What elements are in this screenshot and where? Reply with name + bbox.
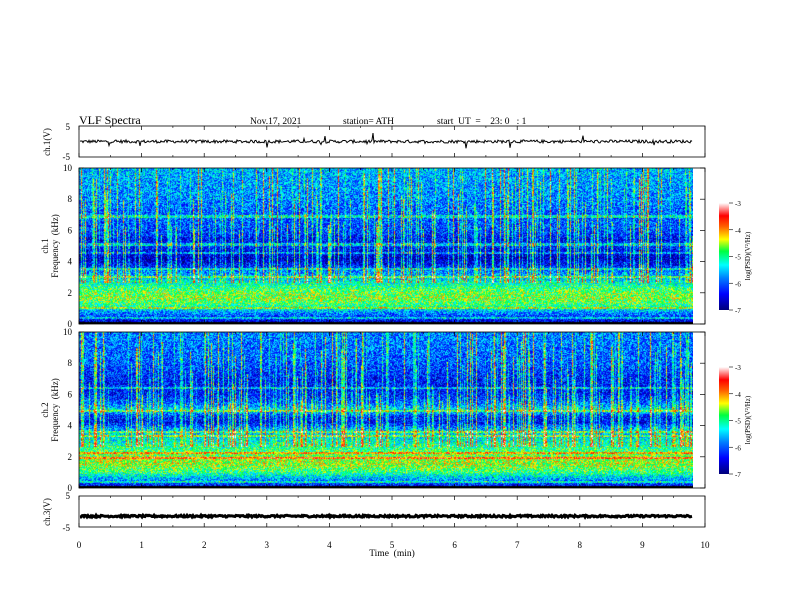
ch1-waveform-line (79, 132, 693, 149)
time-tick-label: 1 (139, 540, 144, 550)
time-axis-label: Time (min) (369, 548, 415, 559)
time-tick-label: 0 (77, 540, 82, 550)
ch3-ytick-top: 5 (66, 491, 71, 501)
ch1-colorbar-gradient (719, 203, 729, 310)
time-axis-tick-labels: 0 1 2 3 4 5 6 7 8 9 10 (77, 540, 710, 550)
ch2-spectrogram-frame (78, 331, 706, 489)
ch1-spectrogram-heatmap (79, 168, 693, 324)
ch3-waveform-frame (78, 495, 706, 528)
ch1-spectrogram-panel: ch.1 Frequency (kHz) 10 8 6 4 2 0 (40, 163, 706, 329)
freq-tick-label: 8 (68, 194, 73, 204)
ch1-waveform-ylabel: ch.1(V) (42, 128, 52, 156)
ch2-spectrogram-panel: ch.2 Frequency (kHz) 10 8 6 4 2 0 (40, 327, 706, 493)
ch1-spectrogram-frame (78, 167, 706, 325)
time-tick-label: 10 (701, 540, 711, 550)
time-tick-label: 6 (452, 540, 457, 550)
time-tick-label: 4 (327, 540, 332, 550)
freq-tick-label: 2 (68, 288, 73, 298)
ch2-colorbar: -3 -4 -5 -6 -7 log(PSD)(V²/Hz) (719, 364, 752, 479)
colorbar-tick-label: -3 (735, 200, 741, 208)
ch2-spectrogram-heatmap (79, 332, 693, 488)
ch1-colorbar-ticks: -3 -4 -5 -6 -7 (729, 200, 741, 315)
freq-tick-label: 0 (68, 483, 73, 493)
colorbar-tick-label: -4 (735, 227, 741, 235)
start-ut-label: start UT = 23: 0 : 1 (437, 117, 527, 127)
colorbar-tick-label: -3 (735, 364, 741, 372)
date-label: Nov.17, 2021 (250, 117, 302, 127)
figure-title: VLF Spectra (79, 113, 141, 127)
ch3-waveform-ylabel: ch.3(V) (42, 498, 52, 526)
ch2-spec-ylabel-frequency: Frequency (kHz) (50, 378, 60, 441)
freq-tick-label: 10 (63, 327, 73, 337)
ch1-waveform-frame (78, 125, 706, 158)
ch3-waveform-panel: ch.3(V) 5 -5 (42, 491, 706, 533)
time-tick-label: 3 (265, 540, 270, 550)
colorbar-tick-label: -4 (735, 391, 741, 399)
colorbar-tick-label: -7 (735, 471, 741, 479)
freq-tick-label: 4 (68, 421, 73, 431)
ch1-spec-ylabel-frequency: Frequency (kHz) (50, 214, 60, 277)
time-tick-label: 7 (515, 540, 520, 550)
colorbar-tick-label: -6 (735, 444, 741, 452)
colorbar-tick-label: -5 (735, 254, 741, 262)
ch3-ytick-bottom: -5 (63, 523, 71, 533)
station-label: station= ATH (343, 117, 394, 127)
ch1-waveform-panel: ch.1(V) 5 -5 (42, 122, 706, 162)
ch2-colorbar-ticks: -3 -4 -5 -6 -7 (729, 364, 741, 479)
ch2-colorbar-gradient (719, 367, 729, 474)
colorbar-tick-label: -7 (735, 307, 741, 315)
freq-tick-label: 4 (68, 257, 73, 267)
freq-tick-label: 10 (63, 163, 73, 173)
ch3-waveform-x-ticks (78, 496, 706, 527)
time-tick-label: 5 (390, 540, 395, 550)
ch2-colorbar-label: log(PSD)(V²/Hz) (744, 395, 752, 444)
ch3-waveform-line (79, 512, 693, 520)
ch1-ytick-bottom: -5 (63, 152, 71, 162)
freq-tick-label: 2 (68, 452, 73, 462)
ch1-ytick-top: 5 (66, 122, 71, 132)
ch1-colorbar-label: log(PSD)(V²/Hz) (744, 231, 752, 280)
time-tick-label: 2 (202, 540, 207, 550)
ch1-spec-ylabel-channel: ch.1 (40, 238, 50, 253)
freq-tick-label: 6 (68, 389, 73, 399)
ch2-spec-ylabel-channel: ch.2 (40, 402, 50, 417)
time-tick-label: 8 (578, 540, 583, 550)
time-tick-label: 9 (640, 540, 645, 550)
freq-tick-label: 8 (68, 358, 73, 368)
colorbar-tick-label: -5 (735, 418, 741, 426)
ch1-colorbar: -3 -4 -5 -6 -7 log(PSD)(V²/Hz) (719, 200, 752, 315)
freq-tick-label: 0 (68, 319, 73, 329)
freq-tick-label: 6 (68, 225, 73, 235)
colorbar-tick-label: -6 (735, 280, 741, 288)
